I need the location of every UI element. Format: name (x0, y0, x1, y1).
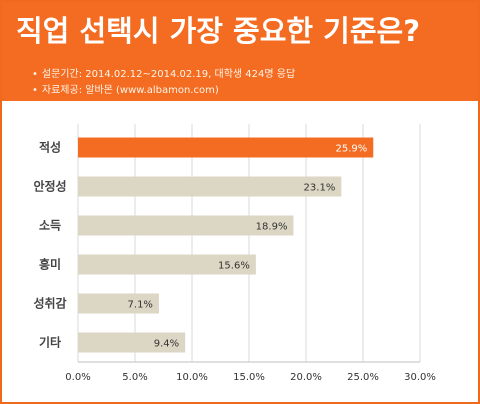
bullet: • (32, 69, 38, 80)
data-label: 25.9% (335, 144, 367, 155)
header-banner: 직업 선택시 가장 중요한 기준은? • 설문기간: 2014.02.12~201… (2, 2, 478, 101)
survey-period-note: • 설문기간: 2014.02.12~2014.02.19, 대학생 424명 응… (32, 65, 295, 80)
bar (78, 293, 159, 314)
data-label: 18.9% (256, 222, 288, 233)
category-label: 흥미 (39, 257, 61, 272)
x-tick-label: 15.0% (233, 372, 265, 383)
category-label: 기타 (39, 335, 61, 350)
category-label: 성취감 (33, 296, 66, 311)
bar (78, 254, 256, 275)
x-tick-label: 0.0% (65, 372, 90, 383)
x-tick-label: 30.0% (404, 372, 436, 383)
category-label: 소득 (39, 219, 61, 233)
bullet: • (32, 85, 38, 96)
data-label: 23.1% (304, 183, 336, 194)
x-tick-label: 25.0% (347, 372, 379, 383)
x-tick-label: 20.0% (290, 372, 322, 383)
chart-title: 직업 선택시 가장 중요한 기준은? (16, 14, 421, 48)
x-tick-label: 10.0% (176, 372, 208, 383)
source-text: 자료제공: 알바몬 (www.albamon.com) (41, 85, 219, 96)
data-label: 9.4% (154, 339, 179, 350)
bar (78, 332, 186, 353)
data-label: 15.6% (218, 261, 250, 272)
survey-period-text: 설문기간: 2014.02.12~2014.02.19, 대학생 424명 응답 (41, 69, 296, 80)
data-label: 7.1% (128, 300, 153, 311)
x-tick-label: 5.0% (122, 372, 147, 383)
category-label: 적성 (39, 140, 61, 155)
source-note: • 자료제공: 알바몬 (www.albamon.com) (32, 81, 219, 96)
bar (78, 176, 342, 197)
bar (78, 215, 294, 236)
bar (78, 137, 374, 158)
category-label: 안정성 (33, 179, 66, 194)
